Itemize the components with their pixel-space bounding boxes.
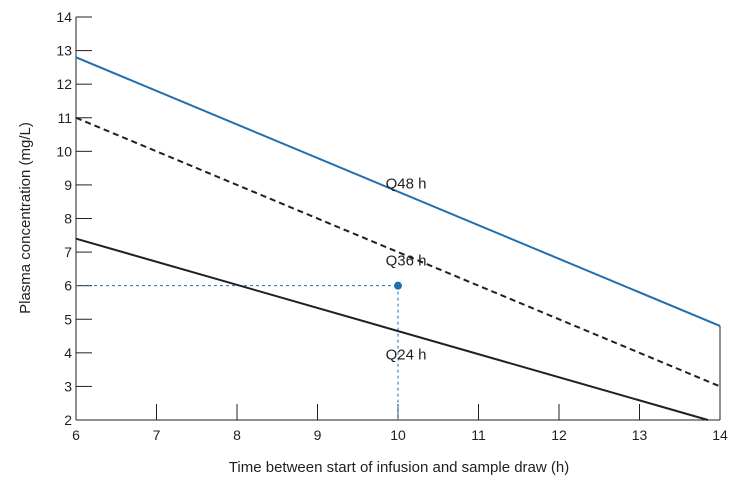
x-tick-label: 14 (712, 427, 728, 443)
x-tick-label: 13 (632, 427, 648, 443)
y-tick-label: 12 (56, 76, 72, 92)
x-tick-label: 8 (233, 427, 241, 443)
y-tick-label: 7 (64, 244, 72, 260)
x-tick-label: 9 (314, 427, 322, 443)
y-tick-label: 8 (64, 211, 72, 227)
x-tick-label: 7 (153, 427, 161, 443)
region-label: Q24 h (386, 347, 427, 364)
y-tick-label: 9 (64, 177, 72, 193)
y-tick-label: 14 (56, 9, 72, 25)
y-tick-label: 4 (64, 345, 72, 361)
region-label: Q48 h (386, 175, 427, 192)
region-label: Q36 h (386, 253, 427, 270)
y-tick-label: 3 (64, 378, 72, 394)
y-tick-label: 11 (57, 110, 72, 126)
highlight-point (394, 281, 402, 290)
x-tick-label: 12 (551, 427, 567, 443)
series-line-3 (75, 237, 709, 421)
x-tick-label: 6 (72, 427, 80, 443)
y-axis-label: Plasma concentration (mg/L) (17, 122, 34, 314)
y-tick-label: 2 (64, 412, 72, 428)
x-tick-label: 11 (471, 427, 486, 443)
x-tick-label: 10 (390, 427, 406, 443)
y-tick-label: 5 (64, 311, 72, 327)
y-tick-label: 13 (56, 43, 72, 59)
x-axis-label: Time between start of infusion and sampl… (229, 459, 569, 476)
series-line-2 (75, 116, 721, 388)
y-tick-label: 10 (56, 143, 72, 159)
series-line-1 (75, 56, 721, 327)
y-tick-label: 6 (64, 278, 72, 294)
